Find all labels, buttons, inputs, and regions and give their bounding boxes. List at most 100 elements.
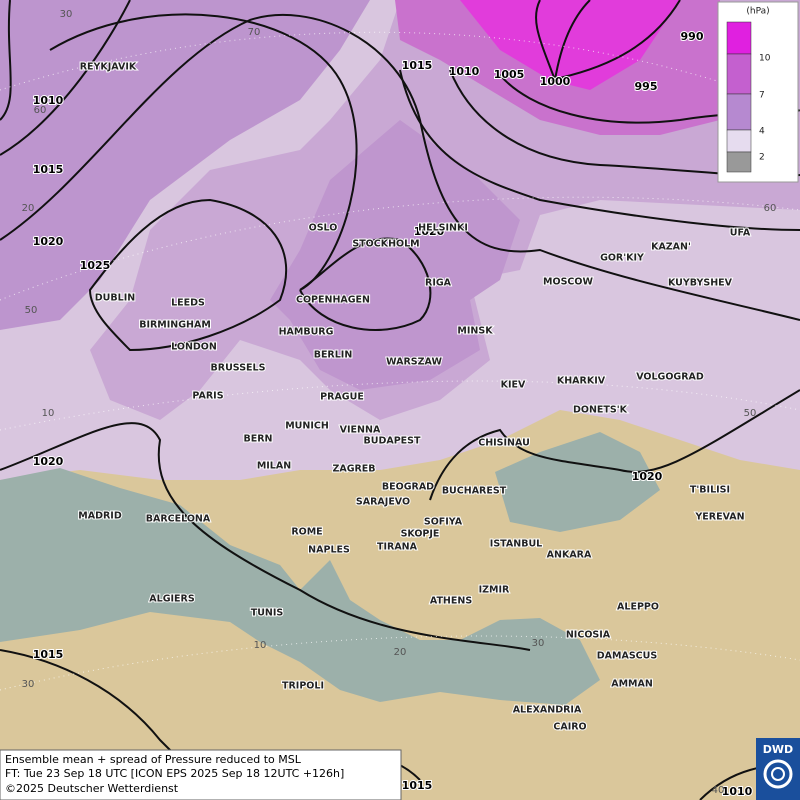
legend-swatch (726, 53, 752, 95)
city-label: TIRANA (377, 542, 418, 553)
city-label: STOCKHOLM (352, 239, 419, 250)
logo-swirl (763, 759, 793, 789)
city-label: ANKARA (547, 550, 592, 561)
city-label: MADRID (78, 511, 122, 522)
city-label: BERLIN (314, 350, 353, 361)
logo (756, 738, 800, 800)
city-label: PARIS (192, 391, 223, 402)
isobar-label: 1005 (494, 68, 525, 81)
city-label: LEEDS (171, 298, 205, 309)
legend-unit: (hPa) (746, 7, 769, 17)
city-label: ATHENS (430, 596, 472, 607)
city-label: MOSCOW (543, 277, 593, 288)
graticule-label: 60 (34, 105, 47, 116)
city-label: SARAJEVO (356, 497, 410, 508)
graticule (0, 31, 800, 691)
isobar-label: 1020 (414, 225, 445, 238)
graticule-label: 40 (712, 785, 725, 796)
graticule-label: 50 (744, 408, 757, 419)
city-label: YEREVAN (694, 512, 744, 523)
caption-box (0, 749, 402, 800)
isobar (429, 389, 800, 501)
graticule-label: 20 (394, 647, 407, 658)
city-label: ALEPPO (617, 602, 659, 613)
city-label: CHISINAU (478, 438, 530, 449)
legend-level: 2 (759, 153, 765, 163)
isobar-label: 995 (635, 80, 658, 93)
city-label: BUCHAREST (442, 486, 507, 497)
legend: (hPa) (717, 1, 799, 183)
city-label: BIRMINGHAM (139, 320, 211, 331)
sea (0, 468, 600, 705)
isobar (0, 0, 12, 121)
graticule-label: 10 (42, 408, 55, 419)
city-label: ROME (291, 527, 322, 538)
legend-swatch (726, 151, 752, 173)
city-label: VIENNA (340, 425, 381, 436)
city-label: NAPLES (308, 545, 350, 556)
city-label: ZAGREB (332, 464, 375, 475)
isobar-label: 1020 (33, 235, 64, 248)
city-label: CAIRO (553, 722, 586, 733)
caption-line: Ensemble mean + spread of Pressure reduc… (5, 753, 302, 766)
isobar (49, 13, 358, 291)
isobar (549, 0, 681, 81)
city-label: KIEV (501, 380, 526, 391)
graticule-label: 20 (22, 203, 35, 214)
city-label: UFA (730, 228, 751, 239)
city-label: ALGIERS (149, 594, 195, 605)
spread-max (460, 0, 680, 90)
isobar-label: 1000 (540, 75, 571, 88)
city-label: DAMASCUS (597, 651, 658, 662)
city-label: MINSK (457, 326, 493, 337)
city-label: BARCELONA (146, 514, 211, 525)
city-label: BRUSSELS (211, 363, 266, 374)
graticule-label: 30 (60, 9, 73, 20)
isobar (0, 13, 800, 321)
isobar-label: 990 (681, 30, 704, 43)
spread-high (0, 0, 370, 330)
isobar (0, 0, 131, 156)
caption-line: ©2025 Deutscher Wetterdienst (5, 782, 179, 795)
isobar-label: 1015 (33, 163, 64, 176)
isobar (399, 69, 800, 231)
graticule-label: 30 (532, 638, 545, 649)
graticule-label: 70 (248, 27, 261, 38)
isobar-label: 1010 (722, 785, 753, 798)
city-label: GOR'KIY (600, 253, 644, 264)
isobar (88, 198, 288, 352)
city-label: HELSINKI (418, 223, 468, 234)
isobar (534, 0, 591, 84)
legend-level: 7 (759, 91, 765, 101)
city-label: KAZAN' (651, 242, 691, 253)
graticule-line (0, 31, 800, 111)
city-label: BEOGRAD (382, 482, 434, 493)
legend-level: 10 (759, 54, 771, 64)
legend-swatch (726, 21, 752, 55)
city-label: COPENHAGEN (296, 295, 370, 306)
city-label: MILAN (257, 461, 291, 472)
logo-swirl (771, 767, 785, 781)
city-label: BUDAPEST (364, 436, 421, 447)
city-label: KUYBYSHEV (668, 278, 733, 289)
logo-text: DWD (763, 743, 793, 756)
graticule-label: 10 (254, 640, 267, 651)
city-label: ALEXANDRIA (513, 705, 582, 716)
isobar-label: 1015 (402, 779, 433, 792)
city-label: LONDON (171, 342, 217, 353)
city-label: PRAGUE (320, 392, 364, 403)
isobar (0, 422, 531, 651)
isobar-label: 1020 (632, 470, 663, 483)
caption (0, 749, 402, 800)
graticule-label: 60 (764, 203, 777, 214)
legend-level: 4 (759, 127, 765, 137)
black-sea (495, 432, 660, 532)
city-label: MUNICH (285, 421, 329, 432)
isobar-label: 1010 (33, 94, 64, 107)
isobar-label: 1015 (402, 59, 433, 72)
city-label: RIGA (425, 278, 452, 289)
city-label: IZMIR (479, 585, 510, 596)
city-label: AMMAN (611, 679, 653, 690)
